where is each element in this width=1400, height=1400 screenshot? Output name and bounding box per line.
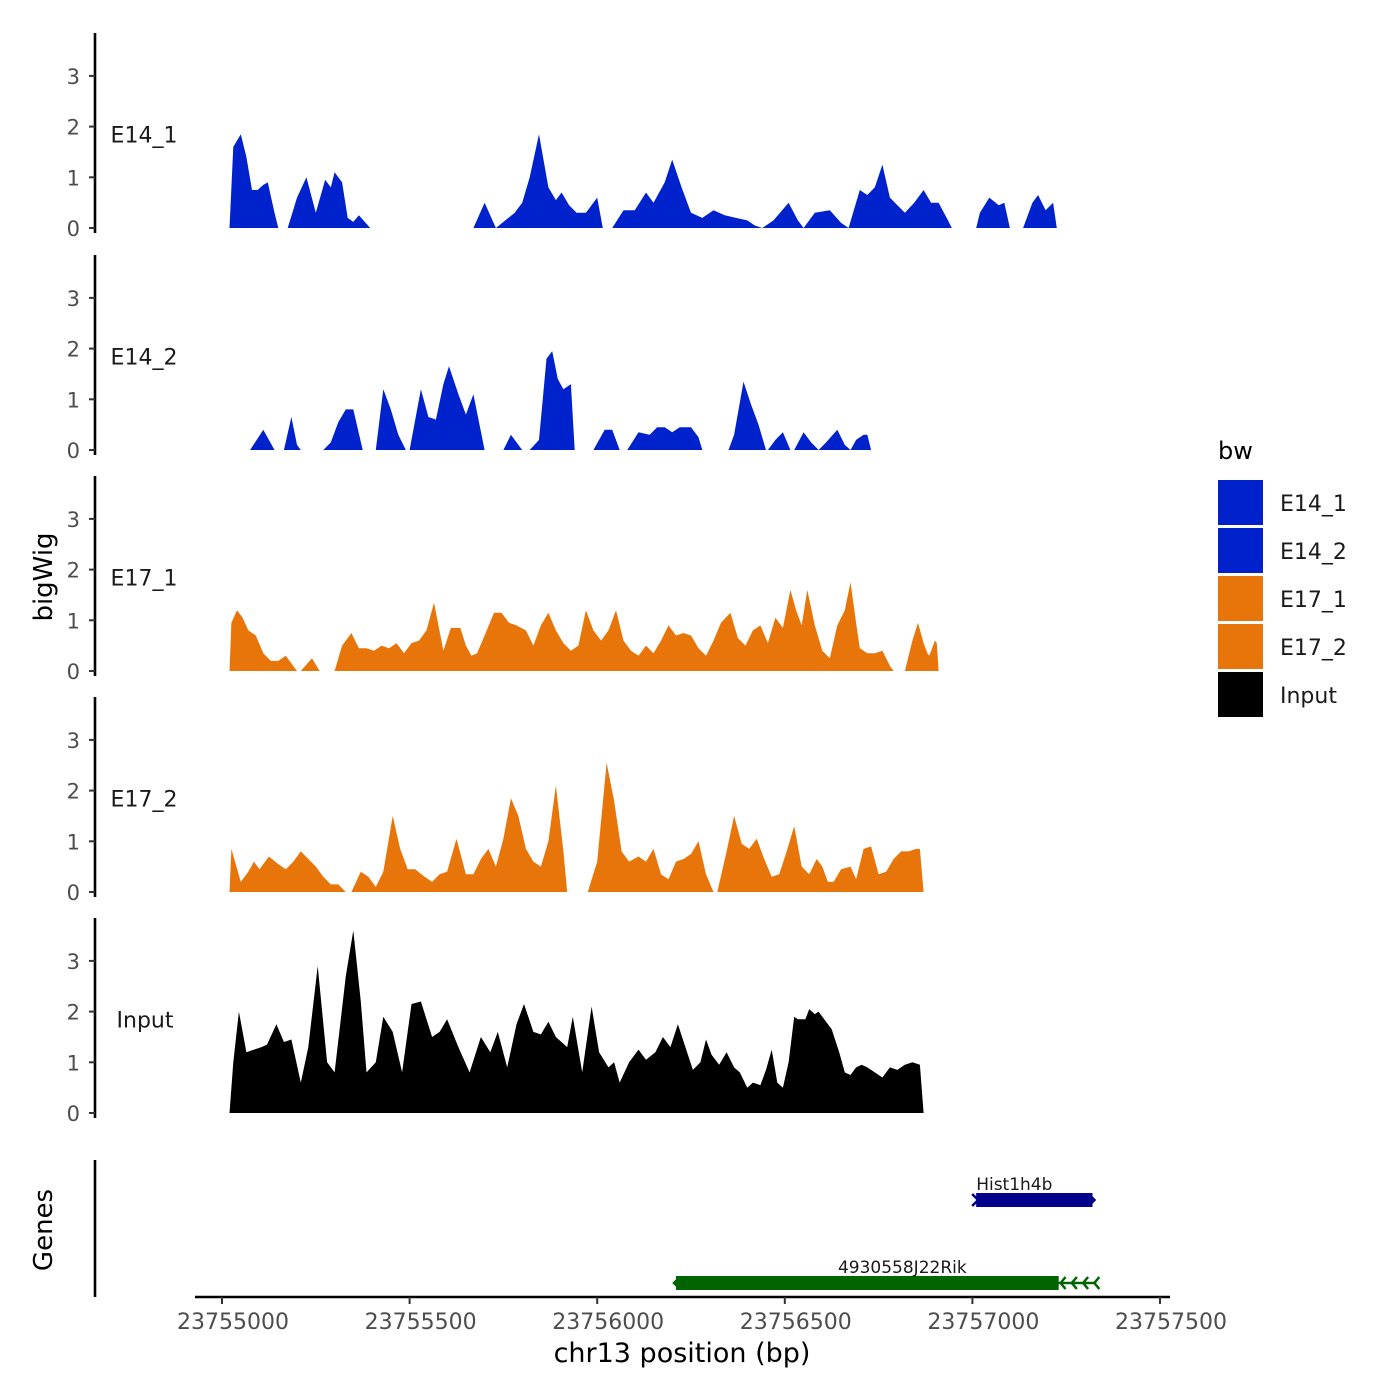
track-e14-1: 0 1 2 3 E14_1 (67, 33, 1057, 241)
legend-label: E14_2 (1280, 540, 1347, 565)
y-tick-label: 0 (67, 660, 80, 684)
x-tick-label: 23756500 (740, 1310, 852, 1335)
strand-arrow (1092, 1276, 1101, 1290)
track-e17-2: 0 1 2 3 E17_2 (67, 697, 924, 905)
legend-label: E17_1 (1280, 588, 1347, 613)
legend-swatch (1218, 480, 1263, 525)
y-tick-label: 0 (67, 439, 80, 463)
track-e17-1: 0 1 2 3 E17_1 (67, 476, 939, 684)
legend-swatch (1218, 624, 1263, 669)
strand-arrow (672, 1276, 681, 1290)
x-tick-label: 23757500 (1115, 1310, 1227, 1335)
gene-label: 4930558J22Rik (838, 1258, 967, 1278)
track-e14-2: 0 1 2 3 E14_2 (67, 255, 872, 463)
x-tick-label: 23757000 (927, 1310, 1039, 1335)
y-tick-label: 0 (67, 217, 80, 241)
y-tick-label: 3 (67, 950, 80, 974)
gene-body (976, 1193, 1093, 1207)
y-tick-label: 2 (67, 1001, 80, 1025)
gene-hist1h4b: Hist1h4b (971, 1175, 1097, 1207)
y-tick-label: 0 (67, 1102, 80, 1126)
signal-area (229, 930, 924, 1113)
y-tick-label: 1 (67, 830, 80, 854)
strand-arrow (1081, 1276, 1090, 1290)
y-tick-label: 3 (67, 65, 80, 89)
y-tick-label: 2 (67, 116, 80, 140)
genes-axis-title: Genes (29, 1189, 59, 1271)
signal-area (229, 762, 924, 892)
x-tick-label: 23756000 (552, 1310, 664, 1335)
y-tick-label: 0 (67, 881, 80, 905)
x-axis-title: chr13 position (bp) (554, 1338, 811, 1369)
strand-arrow (1087, 1193, 1097, 1207)
x-tick-label: 23755000 (177, 1310, 289, 1335)
legend-swatch (1218, 576, 1263, 621)
track-label: Input (117, 1009, 174, 1034)
track-label: E17_2 (111, 788, 178, 813)
legend-title: bw (1218, 437, 1253, 465)
strand-arrow (1070, 1276, 1078, 1290)
y-tick-label: 1 (67, 609, 80, 633)
x-axis: 23755000 23755500 23756000 23756500 23757000… (177, 1295, 1227, 1335)
y-tick-label: 3 (67, 287, 80, 311)
track-input: 0 1 2 3 Input (67, 918, 924, 1126)
y-tick-label: 2 (67, 780, 80, 804)
x-tick-label: 23755500 (365, 1310, 477, 1335)
signal-area (229, 134, 1057, 228)
legend-label: E14_1 (1280, 492, 1347, 517)
track-label: E14_1 (111, 124, 178, 149)
legend-swatch (1218, 528, 1263, 573)
y-tick-label: 3 (67, 508, 80, 532)
y-tick-label: 1 (67, 388, 80, 412)
legend-swatch (1218, 672, 1263, 717)
y-tick-label: 2 (67, 338, 80, 362)
legend: bw E14_1 E14_2 E17_1 E17_2 Input (1218, 437, 1347, 717)
genes-panel: Hist1h4b 4930558J22Rik (93, 1160, 1101, 1297)
y-axis-title: bigWig (29, 532, 59, 621)
signal-area (250, 351, 872, 450)
strand-arrow (1058, 1276, 1067, 1290)
signal-tracks: 0 1 2 3 E14_1 0 1 2 3 E14_2 0 1 2 3 E17_1 0 1 2 3 E17_2 0 1 2 3… (67, 33, 1057, 1126)
gene-label: Hist1h4b (976, 1175, 1052, 1195)
y-tick-label: 1 (67, 1051, 80, 1075)
legend-label: Input (1280, 684, 1337, 709)
y-tick-label: 1 (67, 166, 80, 190)
y-tick-label: 3 (67, 729, 80, 753)
legend-label: E17_2 (1280, 636, 1347, 661)
signal-area (229, 582, 939, 671)
track-label: E17_1 (111, 567, 178, 592)
gene-4930558j22rik: 4930558J22Rik (672, 1258, 1101, 1290)
track-label: E14_2 (111, 346, 178, 371)
y-tick-label: 2 (67, 559, 80, 583)
strand-arrow (971, 1193, 980, 1207)
gene-body (675, 1276, 1059, 1290)
